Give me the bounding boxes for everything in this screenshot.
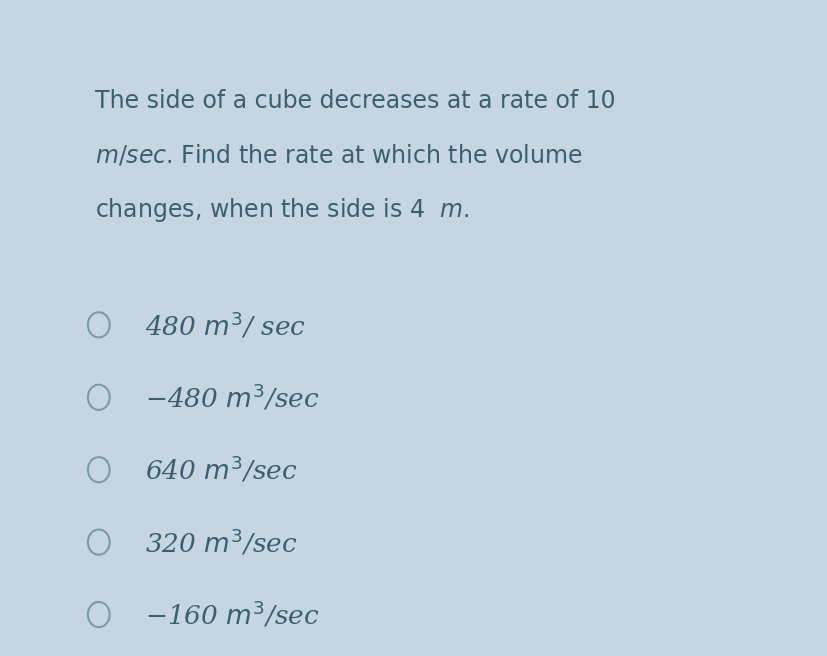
Text: changes, when the side is 4  $m$.: changes, when the side is 4 $m$. bbox=[95, 195, 468, 224]
Text: 640 $m^3$/sec: 640 $m^3$/sec bbox=[146, 455, 298, 485]
Text: 480 $m^3$/ sec: 480 $m^3$/ sec bbox=[146, 310, 306, 340]
Text: −480 $m^3$/sec: −480 $m^3$/sec bbox=[146, 382, 319, 413]
Text: −160 $m^3$/sec: −160 $m^3$/sec bbox=[146, 600, 319, 630]
Text: $m/sec$. Find the rate at which the volume: $m/sec$. Find the rate at which the volu… bbox=[95, 142, 581, 167]
Text: 320 $m^3$/sec: 320 $m^3$/sec bbox=[146, 527, 298, 558]
Text: The side of a cube decreases at a rate of 10: The side of a cube decreases at a rate o… bbox=[95, 89, 614, 113]
